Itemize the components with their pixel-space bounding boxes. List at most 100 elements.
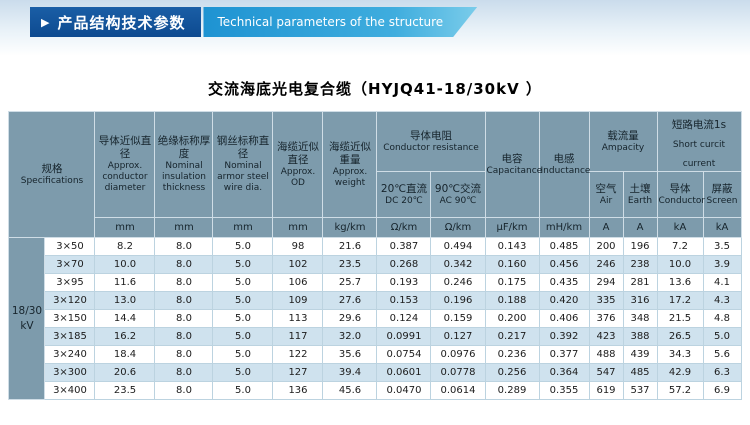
value-cell: 8.0: [154, 273, 214, 293]
value-cell: 0.246: [430, 273, 486, 293]
value-cell: 10.0: [94, 255, 156, 275]
value-cell: 0.175: [484, 273, 540, 293]
value-cell: 0.217: [484, 327, 540, 347]
size-cell: 3×400: [44, 381, 96, 401]
header-short-circuit: 短路电流1s Short curcit current: [656, 110, 742, 173]
header-short-screen: 屏蔽 Screen: [702, 171, 742, 219]
value-cell: 0.0778: [430, 363, 486, 383]
value-cell: 39.4: [322, 363, 378, 383]
header-insulation-thickness: 绝缘标称厚度 Nominal insulation thickness: [154, 110, 214, 219]
value-cell: 619: [588, 381, 624, 401]
table-row: 3×185 16.2 8.0 5.0 117 32.0 0.0991 0.127…: [9, 327, 742, 347]
value-cell: 35.6: [322, 345, 378, 365]
value-cell: 136: [272, 381, 324, 401]
header-capacitance: 电容 Capacitance: [484, 110, 542, 219]
value-cell: 0.196: [430, 291, 486, 311]
header-specifications-cn: 规格: [41, 162, 63, 175]
header-ampacity: 载流量 Ampacity: [588, 110, 658, 173]
section-banner: ▶ 产品结构技术参数 Technical parameters of the s…: [30, 7, 477, 37]
value-cell: 57.2: [656, 381, 704, 401]
value-cell: 316: [622, 291, 658, 311]
value-cell: 0.494: [430, 237, 486, 257]
parameters-table: 规格 Specifications 导体近似直径 Approx. conduct…: [8, 110, 742, 401]
value-cell: 27.6: [322, 291, 378, 311]
size-cell: 3×70: [44, 255, 96, 275]
value-cell: 117: [272, 327, 324, 347]
value-cell: 13.0: [94, 291, 156, 311]
value-cell: 547: [588, 363, 624, 383]
value-cell: 98: [272, 237, 324, 257]
table-row: 3×150 14.4 8.0 5.0 113 29.6 0.124 0.159 …: [9, 309, 742, 329]
value-cell: 5.0: [212, 237, 274, 257]
value-cell: 0.0976: [430, 345, 486, 365]
header-weight: 海缆近似重量 Approx. weight: [322, 110, 378, 219]
unit-cell: A: [588, 217, 624, 239]
header-short-conductor: 导体 Conductor: [656, 171, 705, 219]
value-cell: 0.289: [484, 381, 540, 401]
value-cell: 0.200: [484, 309, 540, 329]
value-cell: 0.377: [538, 345, 590, 365]
size-cell: 3×120: [44, 291, 96, 311]
value-cell: 21.6: [322, 237, 378, 257]
value-cell: 5.0: [212, 309, 274, 329]
unit-cell: mH/km: [538, 217, 590, 239]
value-cell: 45.6: [322, 381, 378, 401]
page-title: 交流海底光电复合缆（HYJQ41-18/30kV ）: [208, 80, 542, 98]
header-ampacity-earth: 土壤 Earth: [622, 171, 658, 219]
banner-title-en: Technical parameters of the structure: [203, 7, 477, 37]
value-cell: 5.0: [212, 345, 274, 365]
value-cell: 0.160: [484, 255, 540, 275]
value-cell: 42.9: [656, 363, 704, 383]
value-cell: 23.5: [94, 381, 156, 401]
value-cell: 0.387: [376, 237, 432, 257]
value-cell: 4.8: [702, 309, 742, 329]
value-cell: 25.7: [322, 273, 378, 293]
value-cell: 8.0: [154, 255, 214, 275]
value-cell: 0.420: [538, 291, 590, 311]
play-icon: ▶: [41, 15, 51, 29]
value-cell: 26.5: [656, 327, 704, 347]
header-conductor-diameter: 导体近似直径 Approx. conductor diameter: [94, 110, 156, 219]
value-cell: 5.0: [212, 291, 274, 311]
value-cell: 14.4: [94, 309, 156, 329]
header-specifications-en: Specifications: [20, 175, 84, 186]
value-cell: 3.5: [702, 237, 742, 257]
value-cell: 17.2: [656, 291, 704, 311]
value-cell: 8.0: [154, 345, 214, 365]
header-ampacity-air: 空气 Air: [588, 171, 624, 219]
value-cell: 0.193: [376, 273, 432, 293]
value-cell: 5.0: [212, 273, 274, 293]
value-cell: 0.188: [484, 291, 540, 311]
value-cell: 4.3: [702, 291, 742, 311]
value-cell: 200: [588, 237, 624, 257]
value-cell: 0.485: [538, 237, 590, 257]
header-resistance-ac: 90℃交流 AC 90℃: [430, 171, 486, 219]
value-cell: 238: [622, 255, 658, 275]
value-cell: 348: [622, 309, 658, 329]
value-cell: 0.342: [430, 255, 486, 275]
value-cell: 5.0: [212, 255, 274, 275]
value-cell: 8.0: [154, 291, 214, 311]
value-cell: 21.5: [656, 309, 704, 329]
unit-cell: Ω/km: [376, 217, 432, 239]
value-cell: 0.153: [376, 291, 432, 311]
value-cell: 3.9: [702, 255, 742, 275]
value-cell: 0.143: [484, 237, 540, 257]
banner-title-cn-text: 产品结构技术参数: [57, 13, 186, 32]
value-cell: 113: [272, 309, 324, 329]
value-cell: 122: [272, 345, 324, 365]
value-cell: 488: [588, 345, 624, 365]
value-cell: 0.364: [538, 363, 590, 383]
value-cell: 5.0: [212, 327, 274, 347]
value-cell: 8.0: [154, 381, 214, 401]
value-cell: 0.435: [538, 273, 590, 293]
size-cell: 3×185: [44, 327, 96, 347]
value-cell: 0.0991: [376, 327, 432, 347]
value-cell: 20.6: [94, 363, 156, 383]
value-cell: 10.0: [656, 255, 704, 275]
value-cell: 5.6: [702, 345, 742, 365]
value-cell: 5.0: [212, 381, 274, 401]
value-cell: 196: [622, 237, 658, 257]
value-cell: 388: [622, 327, 658, 347]
